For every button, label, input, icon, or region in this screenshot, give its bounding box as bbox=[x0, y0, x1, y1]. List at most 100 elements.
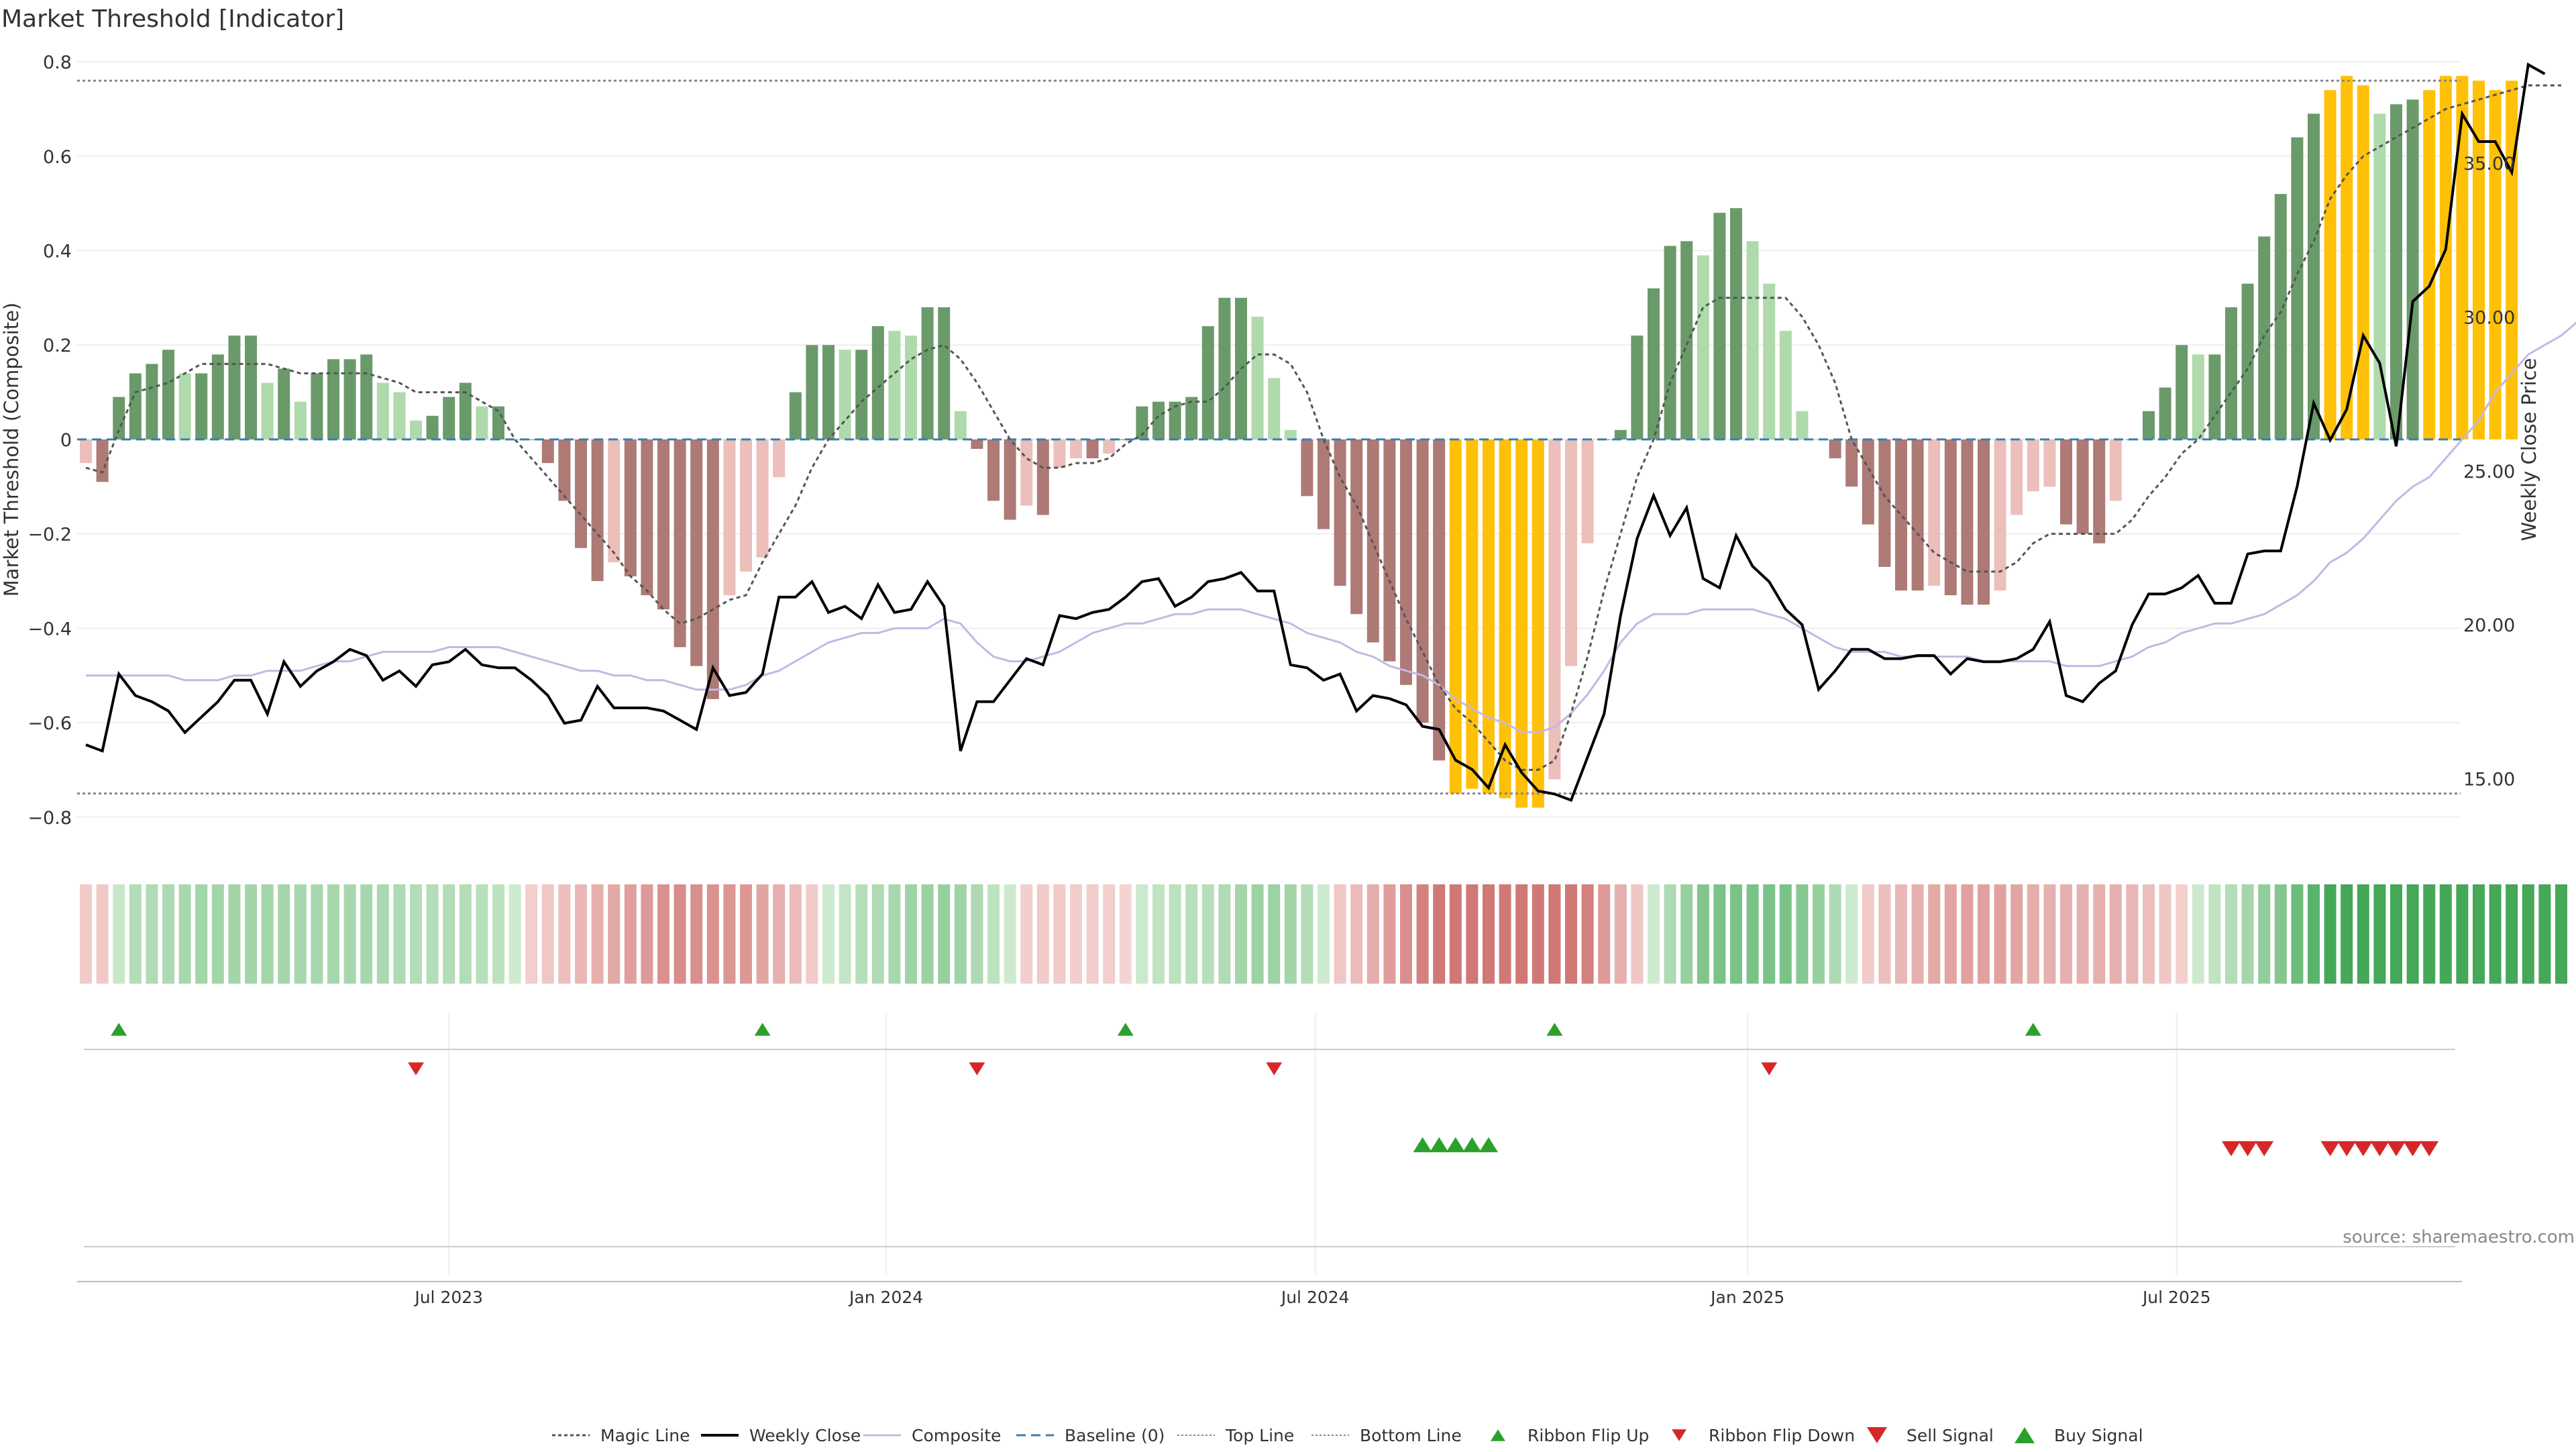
legend-swatch bbox=[1672, 1429, 1686, 1441]
ribbon-cell bbox=[327, 884, 339, 984]
ribbon-cell bbox=[1911, 884, 1924, 984]
ribbon-cell bbox=[1862, 884, 1874, 984]
ribbon-cell bbox=[1103, 884, 1116, 984]
ribbon-cell bbox=[2143, 884, 2155, 984]
y-tick-label-left: −0.4 bbox=[28, 619, 72, 639]
composite-bar bbox=[1152, 401, 1165, 439]
ribbon-cell bbox=[575, 884, 587, 984]
composite-bar bbox=[443, 397, 455, 439]
y-tick-label-right: 15.00 bbox=[2463, 769, 2515, 790]
ribbon-cell bbox=[1449, 884, 1462, 984]
composite-bar bbox=[2473, 81, 2485, 439]
ribbon-cell bbox=[2010, 884, 2023, 984]
composite-bar bbox=[657, 439, 669, 610]
ribbon-cell bbox=[674, 884, 686, 984]
sell-signal-marker bbox=[2387, 1141, 2406, 1157]
ribbon-cell bbox=[508, 884, 521, 984]
composite-bar bbox=[2489, 90, 2502, 439]
composite-bar bbox=[1400, 439, 1412, 685]
ribbon-cell bbox=[1218, 884, 1231, 984]
composite-bar bbox=[2357, 85, 2369, 439]
composite-bar bbox=[492, 406, 504, 439]
composite-bar bbox=[1053, 439, 1066, 468]
composite-bar bbox=[1136, 406, 1148, 439]
composite-bar bbox=[938, 307, 951, 439]
ribbon-cell bbox=[641, 884, 653, 984]
ribbon-cell bbox=[2456, 884, 2469, 984]
ribbon-cell bbox=[2291, 884, 2304, 984]
sell-signal-marker bbox=[2420, 1141, 2439, 1157]
composite-bar bbox=[1284, 429, 1297, 439]
composite-bar bbox=[162, 350, 174, 439]
ribbon-cell bbox=[1730, 884, 1742, 984]
composite-bar bbox=[1862, 439, 1874, 525]
composite-bar bbox=[2406, 99, 2419, 439]
legend-item: Weekly Close bbox=[701, 1426, 861, 1445]
y-tick-label-left: 0.6 bbox=[43, 147, 72, 168]
chart-title: Market Threshold [Indicator] bbox=[1, 5, 344, 33]
composite-bar bbox=[2060, 439, 2072, 525]
ribbon-cell bbox=[1994, 884, 2006, 984]
magic-line bbox=[85, 84, 2561, 771]
legend-label: Sell Signal bbox=[1907, 1426, 1994, 1445]
legend-item: Magic Line bbox=[552, 1426, 690, 1445]
ribbon-cell bbox=[541, 884, 554, 984]
composite-bar bbox=[1433, 439, 1446, 761]
composite-bar bbox=[525, 439, 538, 440]
composite-bar bbox=[1763, 283, 1776, 439]
composite-bar bbox=[1697, 255, 1709, 439]
composite-bar bbox=[921, 307, 934, 439]
legend: Magic Line Weekly Close Composite Baseline … bbox=[552, 1426, 2143, 1445]
ribbon-cell bbox=[1185, 884, 1198, 984]
ribbon-cell bbox=[2076, 884, 2089, 984]
composite-bar bbox=[905, 335, 917, 439]
ribbon-cell bbox=[2274, 884, 2287, 984]
ribbon-cell bbox=[773, 884, 786, 984]
ribbon-cell bbox=[1944, 884, 1957, 984]
composite-bar bbox=[674, 439, 686, 647]
composite-bar bbox=[2324, 90, 2337, 439]
composite-bar bbox=[1449, 439, 1462, 794]
composite-bar bbox=[1648, 288, 1660, 439]
ribbon-cell bbox=[343, 884, 356, 984]
ribbon-cell bbox=[723, 884, 736, 984]
y-tick-label-left: −0.8 bbox=[28, 808, 72, 829]
ribbon-cell bbox=[2027, 884, 2039, 984]
composite-bar bbox=[1103, 439, 1116, 454]
buy-signal-marker bbox=[1430, 1137, 1449, 1153]
composite-bar bbox=[855, 350, 868, 439]
composite-bar bbox=[706, 439, 719, 699]
ribbon-cell bbox=[855, 884, 868, 984]
ribbon-cell bbox=[2241, 884, 2254, 984]
ribbon-cell bbox=[113, 884, 125, 984]
composite-bar bbox=[2506, 81, 2518, 439]
ribbon-cell bbox=[822, 884, 835, 984]
legend-item: Composite bbox=[863, 1426, 1001, 1445]
composite-bar bbox=[261, 382, 274, 439]
ribbon-cell bbox=[2473, 884, 2485, 984]
composite-bar bbox=[1680, 241, 1693, 439]
y-tick-label-left: 0.2 bbox=[43, 335, 72, 356]
composite-bar bbox=[1515, 439, 1528, 808]
composite-bar bbox=[789, 392, 802, 439]
composite-bar bbox=[393, 392, 406, 439]
ribbon-cell bbox=[1680, 884, 1693, 984]
composite-bar bbox=[723, 439, 736, 596]
x-tick-label: Jan 2024 bbox=[848, 1288, 923, 1307]
composite-bar bbox=[1499, 439, 1511, 798]
composite-bar bbox=[1911, 439, 1924, 591]
ribbon-cell bbox=[1004, 884, 1016, 984]
sell-signal-marker bbox=[2222, 1141, 2241, 1157]
ribbon-cell bbox=[1416, 884, 1429, 984]
ribbon-cell bbox=[591, 884, 604, 984]
composite-bar bbox=[1383, 439, 1396, 662]
ribbon-cell bbox=[1648, 884, 1660, 984]
ribbon-cell bbox=[1796, 884, 1809, 984]
composite-bar bbox=[1350, 439, 1363, 615]
composite-bar bbox=[2439, 76, 2452, 439]
ribbon-cell bbox=[938, 884, 951, 984]
composite-bar bbox=[1318, 439, 1330, 529]
ribbon-cell bbox=[1366, 884, 1379, 984]
composite-bar bbox=[1664, 246, 1676, 439]
composite-bar bbox=[2308, 113, 2320, 439]
